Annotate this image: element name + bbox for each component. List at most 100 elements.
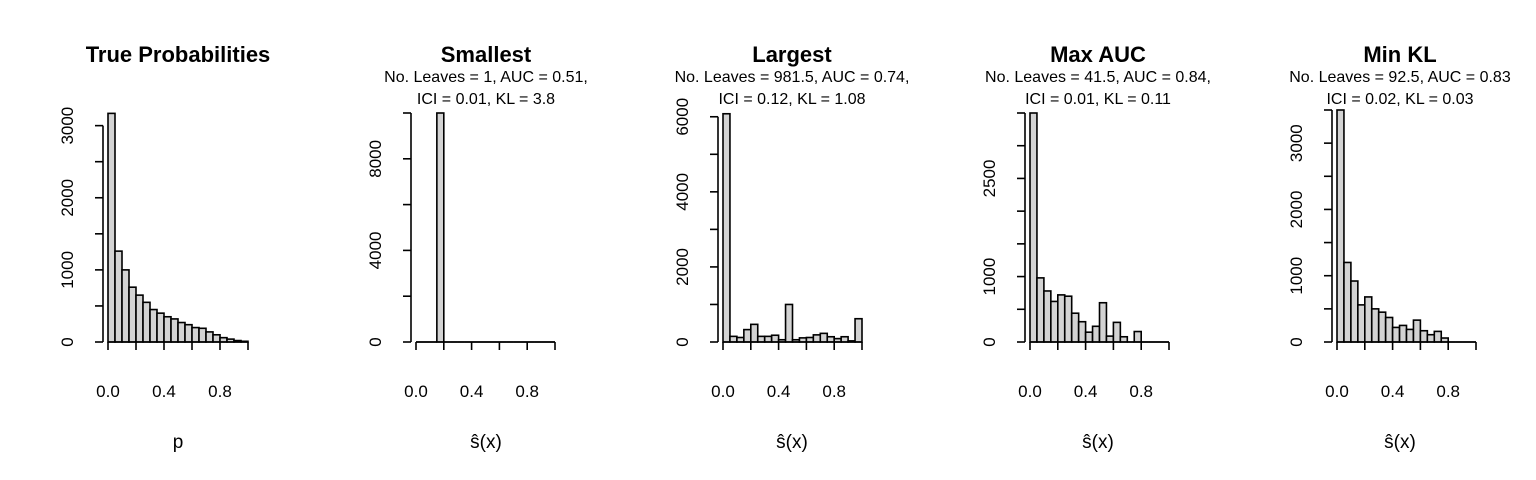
histogram-bar: [749, 323, 759, 343]
histogram-bar: [156, 312, 165, 343]
histogram-bar: [1384, 316, 1394, 343]
y-tick-label: 0: [673, 337, 692, 346]
panel-title: Min KL: [1363, 42, 1436, 67]
panel-subtitle-line: No. Leaves = 1, AUC = 0.51,: [384, 69, 588, 86]
histogram-bar: [436, 112, 445, 343]
histogram-bar: [1063, 295, 1073, 343]
histogram-bar: [770, 334, 780, 343]
histogram-bar: [1070, 312, 1080, 343]
x-tick-label: 0.8: [1129, 382, 1153, 401]
panel-title: True Probabilities: [86, 42, 271, 67]
histogram-bar: [763, 335, 773, 343]
x-tick-label: 0.8: [1436, 382, 1460, 401]
y-axis: 0 1000 2000 3000: [1287, 109, 1333, 347]
y-tick-label: 0: [366, 337, 385, 346]
x-tick-label: 0.8: [515, 382, 539, 401]
histogram-bar: [1433, 330, 1443, 343]
histogram-bar: [743, 328, 752, 343]
y-tick-label: 6000: [673, 98, 692, 136]
x-tick-label: 0.0: [1018, 382, 1042, 401]
y-tick-label: 0: [58, 337, 77, 346]
histogram-bar: [121, 269, 130, 343]
x-axis: 0.0 0.4 0.8: [96, 341, 249, 401]
panel-title: Smallest: [441, 42, 532, 67]
y-tick-label: 8000: [366, 140, 385, 178]
x-axis-label: ŝ(x): [470, 432, 502, 453]
panel-subtitle-line: No. Leaves = 41.5, AUC = 0.84,: [985, 69, 1211, 86]
histogram-bar: [854, 317, 863, 343]
histogram-bar: [212, 333, 221, 343]
panel-title: Max AUC: [1050, 42, 1146, 67]
x-axis: 0.0 0.4 0.8: [1018, 341, 1170, 401]
histogram-bar: [128, 286, 137, 343]
histogram-bar: [722, 112, 731, 343]
histogram-bar: [191, 326, 200, 343]
histogram-bar: [1350, 280, 1359, 343]
panel-3: Largest No. Leaves = 981.5, AUC = 0.74, IC…: [673, 42, 909, 453]
x-axis-label: ŝ(x): [1082, 432, 1114, 453]
histogram-bar: [812, 334, 822, 343]
panel-2: Smallest No. Leaves = 1, AUC = 0.51, ICI =…: [366, 42, 588, 453]
y-axis: 0 1000 2000 3000: [58, 107, 104, 347]
panel-title: Largest: [752, 42, 832, 67]
y-tick-label: 3000: [58, 107, 77, 145]
histogram-bar: [1412, 319, 1422, 343]
y-tick-label: 2500: [980, 160, 999, 198]
x-tick-label: 0.0: [404, 382, 428, 401]
panel-subtitle-line: ICI = 0.01, KL = 0.11: [1025, 91, 1171, 108]
y-axis: 0 1000 2500: [980, 112, 1026, 347]
x-tick-label: 0.4: [460, 382, 484, 401]
panel-subtitle-line: ICI = 0.02, KL = 0.03: [1326, 91, 1473, 108]
histogram-bar: [1036, 277, 1045, 343]
x-axis: 0.0 0.4 0.8: [404, 341, 556, 401]
histogram-bar: [1343, 261, 1352, 343]
histogram-bar: [184, 323, 193, 343]
histogram-bar: [198, 327, 207, 343]
panel-subtitle-line: ICI = 0.01, KL = 3.8: [417, 91, 555, 108]
histogram-bar: [1105, 335, 1115, 343]
x-tick-label: 0.4: [1074, 382, 1098, 401]
histogram-bar: [149, 308, 158, 343]
histogram-bar: [1050, 300, 1059, 343]
histogram-bar: [819, 332, 829, 343]
x-axis: 0.0 0.4 0.8: [711, 341, 863, 401]
y-tick-label: 3000: [1287, 124, 1306, 162]
panel-4: Max AUC No. Leaves = 41.5, AUC = 0.84, ICI…: [980, 42, 1211, 453]
histogram-bar: [114, 250, 123, 343]
histogram-bar: [1043, 290, 1052, 343]
x-tick-label: 0.4: [1381, 382, 1405, 401]
histogram-bar: [1426, 333, 1436, 343]
panel-5: Min KL No. Leaves = 92.5, AUC = 0.83 ICI =…: [1287, 42, 1511, 453]
histogram-bar: [205, 331, 214, 343]
y-tick-label: 1000: [1287, 257, 1306, 295]
panel-subtitle-line: ICI = 0.12, KL = 1.08: [718, 91, 865, 108]
panel-subtitle-line: No. Leaves = 981.5, AUC = 0.74,: [675, 69, 910, 86]
histogram-bar: [1084, 331, 1094, 343]
y-axis: 0 4000 8000: [366, 112, 412, 347]
histogram-bar: [1419, 329, 1429, 343]
histogram-bar: [1364, 296, 1373, 343]
x-axis-label: p: [173, 432, 184, 453]
y-tick-label: 1000: [980, 258, 999, 296]
histogram-bar: [756, 335, 766, 343]
x-axis: 0.0 0.4 0.8: [1325, 341, 1477, 401]
histogram-bar: [1370, 308, 1380, 343]
histogram-bar: [1077, 320, 1087, 343]
histogram-bar: [1091, 325, 1101, 343]
panel-1: True Probabilities 0.0 0.4 0.8 p 0 1000 2000 300…: [58, 42, 270, 453]
histogram-bar: [1357, 304, 1366, 343]
y-tick-label: 0: [980, 337, 999, 346]
histogram-bar: [1112, 321, 1122, 343]
y-tick-label: 0: [1287, 337, 1306, 346]
x-tick-label: 0.0: [1325, 382, 1349, 401]
y-tick-label: 2000: [1287, 191, 1306, 229]
histogram-bar: [1098, 301, 1108, 343]
y-tick-label: 1000: [58, 251, 77, 289]
panel-subtitle-line: No. Leaves = 92.5, AUC = 0.83: [1289, 69, 1511, 86]
y-tick-label: 2000: [673, 248, 692, 286]
histogram-bar: [170, 318, 179, 343]
histogram-bar: [729, 335, 738, 343]
x-tick-label: 0.0: [96, 382, 120, 401]
histogram-bar: [1029, 112, 1038, 343]
